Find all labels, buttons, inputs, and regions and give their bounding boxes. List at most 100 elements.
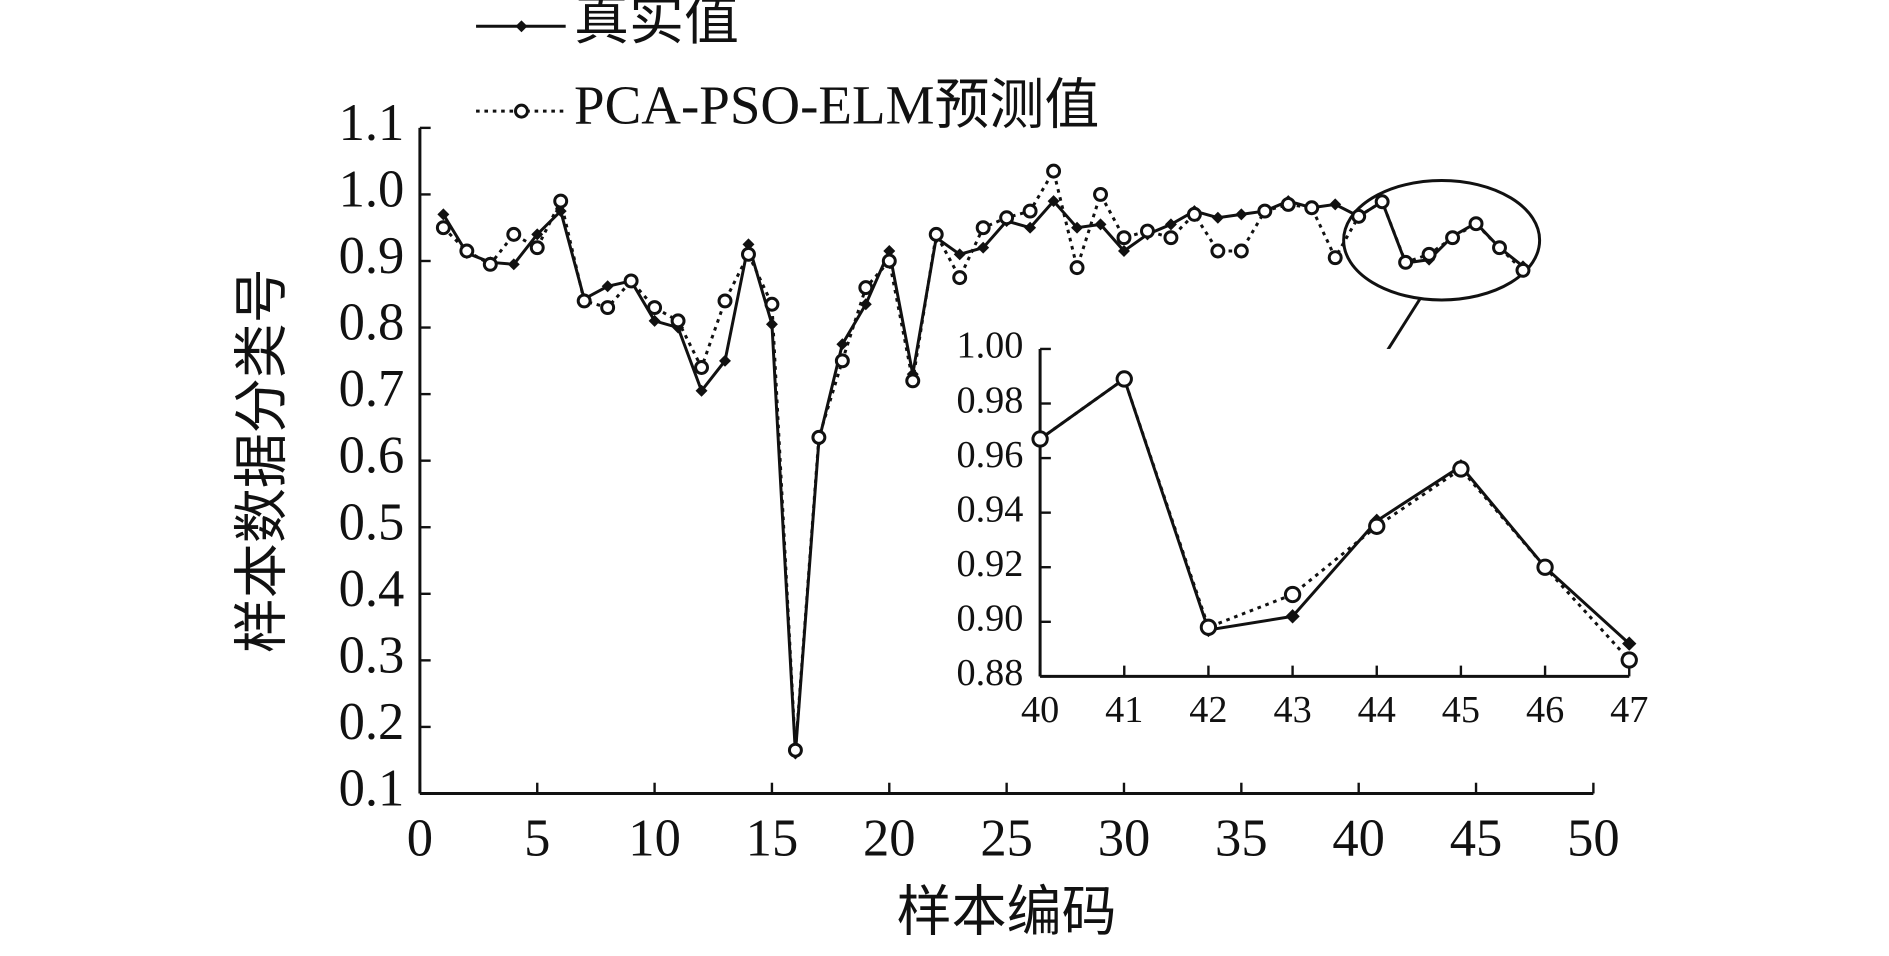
- marker: [834, 353, 850, 369]
- marker: [859, 298, 872, 311]
- y-tick-label: 0.8: [339, 294, 405, 352]
- marker: [553, 193, 569, 209]
- marker: [1445, 230, 1461, 246]
- marker: [1351, 208, 1367, 224]
- x-tick-label: 43: [1273, 689, 1311, 731]
- x-tick-label: 42: [1189, 689, 1227, 731]
- x-tick-label: 47: [1610, 689, 1648, 731]
- y-tick-label: 0.98: [956, 379, 1023, 421]
- marker: [1468, 216, 1484, 232]
- y-tick-label: 0.94: [956, 488, 1023, 530]
- x-tick-label: 10: [628, 810, 681, 868]
- marker: [742, 238, 755, 251]
- marker: [1283, 585, 1302, 604]
- marker: [1115, 370, 1133, 388]
- marker: [1327, 250, 1343, 266]
- x-tick-label: 41: [1105, 689, 1143, 731]
- marker: [1280, 196, 1296, 212]
- y-tick-label: 0.88: [956, 652, 1023, 694]
- marker: [928, 226, 944, 242]
- x-tick-label: 30: [1098, 810, 1151, 868]
- y-tick-label: 0.7: [339, 360, 405, 418]
- marker: [1139, 223, 1155, 239]
- x-tick-label: 20: [863, 810, 916, 868]
- marker: [1304, 200, 1320, 216]
- marker: [1094, 218, 1107, 231]
- marker: [529, 240, 545, 256]
- x-tick-label: 45: [1450, 810, 1503, 868]
- marker: [623, 273, 639, 289]
- x-tick-label: 50: [1567, 810, 1620, 868]
- marker: [999, 210, 1015, 226]
- marker: [1515, 262, 1531, 278]
- x-tick-label: 40: [1021, 689, 1059, 731]
- marker: [1069, 260, 1085, 276]
- marker: [1116, 230, 1132, 246]
- marker: [1186, 206, 1202, 222]
- legend-label: PCA-PSO-ELM预测值: [574, 75, 1099, 136]
- marker: [811, 429, 827, 445]
- legend-marker: [514, 103, 529, 119]
- marker: [531, 228, 544, 241]
- marker: [1031, 430, 1049, 448]
- x-tick-label: 15: [746, 810, 799, 868]
- y-axis-label: 样本数据分类号: [232, 268, 293, 653]
- marker: [1024, 221, 1037, 234]
- legend-label: 真实值: [574, 0, 739, 51]
- marker: [1452, 460, 1470, 478]
- y-tick-label: 0.9: [339, 227, 405, 285]
- marker: [1233, 243, 1249, 259]
- marker: [1374, 194, 1390, 210]
- marker: [1620, 651, 1638, 669]
- marker: [952, 270, 968, 286]
- marker: [764, 296, 780, 312]
- marker: [1257, 203, 1273, 219]
- y-tick-label: 0.4: [339, 560, 405, 618]
- marker: [1421, 246, 1437, 262]
- y-tick-label: 0.2: [339, 693, 405, 751]
- marker: [600, 300, 616, 316]
- marker: [1492, 240, 1507, 256]
- x-tick-label: 35: [1215, 810, 1268, 868]
- y-tick-label: 0.3: [339, 626, 405, 684]
- marker: [765, 318, 778, 331]
- x-tick-label: 40: [1332, 810, 1385, 868]
- marker: [670, 313, 686, 329]
- y-tick-label: 1.0: [339, 160, 405, 218]
- highlight-ellipse: [1342, 178, 1542, 302]
- series-line: [1039, 376, 1631, 645]
- y-tick-label: 1.00: [956, 325, 1023, 367]
- marker: [858, 280, 874, 296]
- marker: [1071, 221, 1084, 234]
- marker: [1536, 558, 1554, 576]
- y-tick-label: 0.92: [956, 543, 1023, 585]
- marker: [1329, 198, 1342, 211]
- y-tick-label: 0.1: [339, 760, 405, 818]
- marker: [717, 293, 733, 309]
- marker: [1210, 243, 1226, 259]
- marker: [482, 256, 498, 272]
- x-tick-label: 0: [407, 810, 433, 868]
- marker: [1047, 195, 1060, 208]
- marker: [1285, 609, 1300, 624]
- marker: [647, 300, 663, 316]
- x-tick-label: 5: [524, 810, 550, 868]
- marker: [1211, 211, 1224, 224]
- marker: [977, 241, 990, 254]
- marker: [1368, 517, 1386, 535]
- marker: [1398, 254, 1414, 270]
- marker: [601, 280, 614, 293]
- marker: [975, 220, 991, 236]
- marker: [1046, 163, 1062, 179]
- marker: [1164, 218, 1177, 231]
- marker: [881, 253, 897, 269]
- y-tick-label: 0.5: [339, 493, 405, 551]
- marker: [787, 742, 803, 758]
- x-tick-label: 45: [1442, 689, 1480, 731]
- y-tick-label: 0.90: [956, 598, 1023, 640]
- marker: [1093, 186, 1108, 202]
- marker: [435, 220, 451, 236]
- x-tick-label: 25: [980, 810, 1033, 868]
- marker: [1235, 208, 1248, 221]
